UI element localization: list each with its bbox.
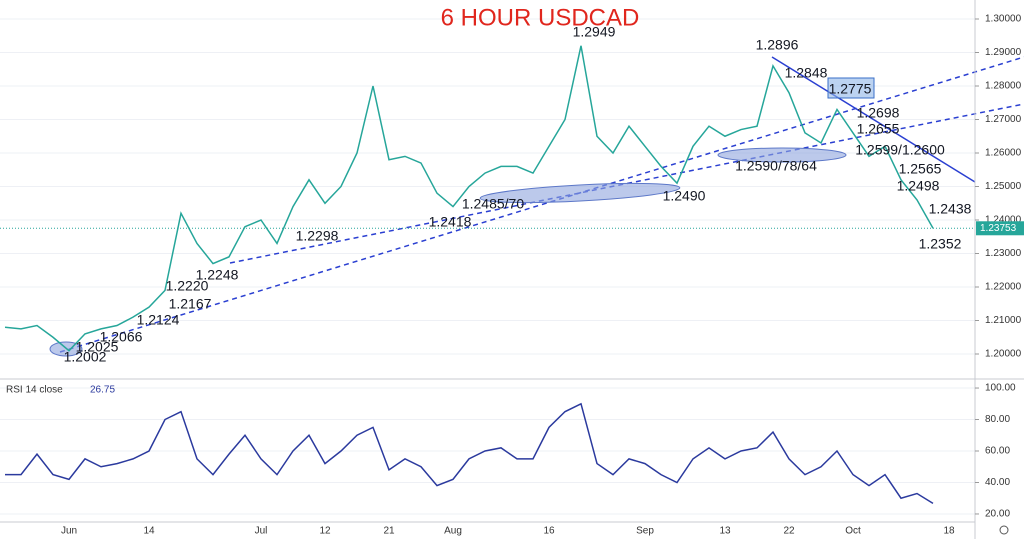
annotation: 1.2599/1.2600: [855, 142, 945, 158]
y-tick-label: 60.00: [985, 446, 1010, 457]
annotation: 1.2498: [897, 178, 940, 194]
y-tick-label: 80.00: [985, 414, 1010, 425]
x-tick-label: Oct: [845, 526, 861, 537]
price-tag: [976, 221, 1024, 236]
annotation: 1.2124: [137, 312, 180, 328]
annotation: 1.2485/70: [462, 196, 524, 212]
y-tick-label: 40.00: [985, 477, 1010, 488]
x-tick-label: 18: [943, 526, 955, 537]
annotation: 1.2066: [100, 329, 143, 345]
annotation: 1.2418: [429, 214, 472, 230]
y-tick-label: 1.28000: [985, 81, 1022, 92]
x-tick-label: 13: [719, 526, 731, 537]
chart-title: 6 HOUR USDCAD: [441, 4, 640, 31]
indicator-value: 26.75: [90, 385, 115, 396]
settings-icon[interactable]: [999, 525, 1009, 535]
annotation: 1.2248: [196, 267, 239, 283]
annotation: 1.2438: [929, 201, 972, 217]
highlight: [827, 77, 875, 99]
y-tick-label: 1.23000: [985, 248, 1022, 259]
annotation: 1.2220: [166, 278, 209, 294]
annotation: 1.2002: [64, 349, 107, 365]
annotation: 1.2655: [857, 121, 900, 137]
trend-line: [771, 56, 976, 183]
price-tag-label: 1.23753: [980, 223, 1017, 234]
y-tick-label: 1.26000: [985, 148, 1022, 159]
y-tick-label: 1.25000: [985, 181, 1022, 192]
annotation: 1.2167: [169, 296, 212, 312]
annotation: 1.2298: [296, 228, 339, 244]
indicator-name: RSI 14 close: [6, 385, 63, 396]
x-tick-label: Jun: [61, 526, 77, 537]
annotation: 1.2590/78/64: [735, 158, 817, 174]
y-tick-label: 1.21000: [985, 315, 1022, 326]
y-tick-label: 100.00: [985, 383, 1016, 394]
x-tick-label: 22: [783, 526, 795, 537]
annotation: 1.2025: [76, 339, 119, 355]
y-tick-label: 1.29000: [985, 47, 1022, 58]
annotation: 1.2352: [919, 236, 962, 252]
annotation: 1.2896: [756, 37, 799, 53]
highlight: [717, 147, 847, 163]
series-line: [5, 402, 934, 504]
x-tick-label: Sep: [636, 526, 654, 537]
y-tick-label: 1.30000: [985, 14, 1022, 25]
x-tick-label: 21: [383, 526, 395, 537]
trend-line: [59, 56, 1024, 353]
y-tick-label: 1.24000: [985, 215, 1022, 226]
series-line: [4, 45, 934, 352]
annotation: 1.2698: [857, 105, 900, 121]
annotation: 1.2565: [899, 161, 942, 177]
y-tick-label: 1.20000: [985, 349, 1022, 360]
annotation: 1.2848: [785, 65, 828, 81]
x-tick-label: 14: [143, 526, 155, 537]
y-tick-label: 1.22000: [985, 282, 1022, 293]
highlight: [479, 182, 681, 204]
annotation: 1.2949: [573, 24, 616, 40]
x-tick-label: 12: [319, 526, 331, 537]
x-tick-label: Jul: [255, 526, 268, 537]
annotation: 1.2775: [829, 81, 872, 97]
y-tick-label: 1.27000: [985, 114, 1022, 125]
y-tick-label: 20.00: [985, 509, 1010, 520]
annotation: 1.2490: [663, 188, 706, 204]
x-tick-label: Aug: [444, 526, 462, 537]
x-tick-label: 16: [543, 526, 555, 537]
